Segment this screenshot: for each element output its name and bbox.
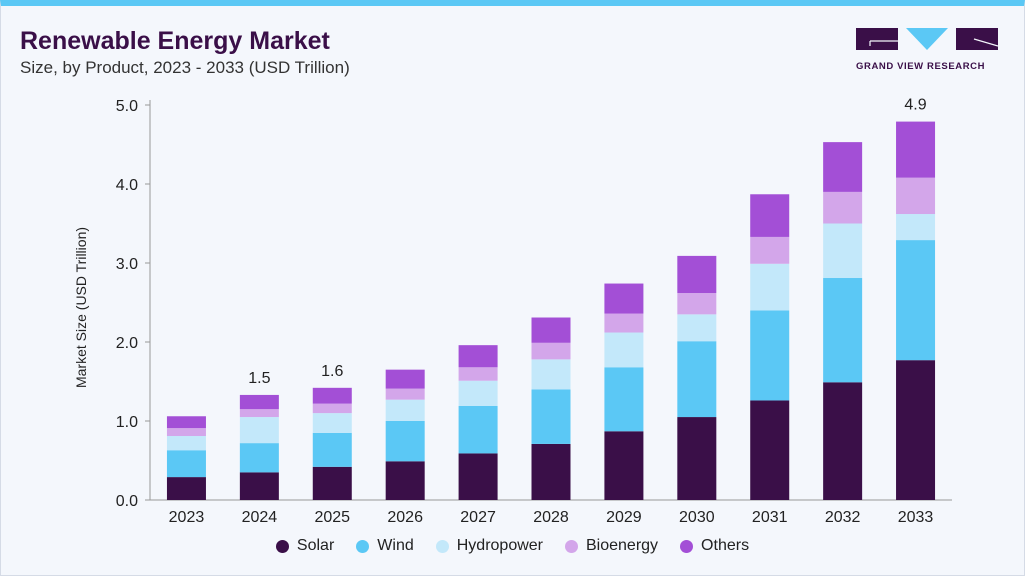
logo-mark-icon [856,28,999,50]
bar-segment-bioenergy-2030 [677,293,717,315]
chart-title: Renewable Energy Market [20,27,330,55]
x-tick-label: 2031 [752,509,788,526]
bar-segment-hydropower-2033 [896,214,936,241]
legend-swatch-icon [435,539,449,553]
bar-segment-solar-2026 [385,461,425,500]
y-tick-label: 4.0 [116,177,138,194]
bar-segment-solar-2033 [896,360,936,500]
bar-segment-wind-2031 [750,310,790,401]
legend-swatch-icon [275,539,289,553]
bar-segment-hydropower-2026 [385,399,425,421]
x-tick-label: 2024 [242,509,278,526]
bar-segment-hydropower-2024 [239,417,279,444]
x-tick-label: 2023 [169,509,205,526]
bar-segment-solar-2023 [166,477,206,500]
bar-segment-wind-2029 [604,367,644,432]
bar-segment-bioenergy-2028 [531,342,571,360]
bar-segment-solar-2029 [604,431,644,500]
bar-segment-wind-2027 [458,405,498,454]
legend-label: Wind [377,537,414,554]
legend-item-others: Others [680,537,749,555]
bar-segment-bioenergy-2024 [239,409,279,418]
bar-segment-others-2024 [239,394,279,410]
bar-segment-solar-2028 [531,443,571,500]
bar-segment-hydropower-2032 [823,223,863,279]
y-tick-label: 3.0 [116,256,138,273]
bar-segment-solar-2031 [750,400,790,500]
bar-segment-others-2029 [604,283,644,314]
legend-label: Others [701,537,750,554]
legend-item-hydropower: Hydropower [435,537,543,555]
bar-segment-bioenergy-2023 [166,428,206,437]
bar-segment-others-2031 [750,194,790,237]
legend-item-solar: Solar [275,537,335,555]
x-tick-label: 2027 [460,509,496,526]
legend-label: Solar [296,537,335,554]
grand-view-research-logo: GRAND VIEW RESEARCH [856,28,999,72]
bar-segment-wind-2025 [312,432,352,467]
bar-segment-wind-2030 [677,341,717,418]
legend-label: Hydropower [456,537,543,554]
bar-segment-solar-2030 [677,417,717,500]
legend-item-wind: Wind [356,537,414,555]
bar-segment-bioenergy-2032 [823,191,863,224]
bar-segment-wind-2033 [896,240,936,361]
legend-swatch-icon [565,539,578,553]
x-tick-label: 2028 [533,509,569,526]
bar-segment-others-2027 [458,345,498,368]
legend-item-bioenergy: Bioenergy [565,537,658,555]
bar-segment-wind-2024 [239,443,279,473]
bar-segment-wind-2023 [166,450,206,478]
y-tick-label: 1.0 [116,414,138,431]
bar-segment-wind-2032 [823,278,863,383]
bar-segment-solar-2025 [312,466,352,500]
legend: Solar Wind Hydropower Bioenergy Others [0,537,1025,555]
data-label-2025: 1.6 [321,363,343,380]
legend-swatch-icon [680,539,694,553]
y-tick-label: 2.0 [116,335,138,352]
bar-segment-bioenergy-2031 [750,236,790,264]
bar-segment-hydropower-2030 [677,314,717,342]
y-tick-label: 5.0 [116,98,138,115]
bar-segment-solar-2024 [239,472,279,500]
x-tick-label: 2026 [387,509,423,526]
bar-segment-solar-2027 [458,453,498,500]
bar-segment-solar-2032 [823,382,863,500]
bar-segment-hydropower-2029 [604,332,644,368]
x-tick-label: 2033 [898,509,934,526]
bar-segment-wind-2028 [531,389,571,444]
bar-segment-others-2023 [166,416,206,429]
legend-swatch-icon [356,539,370,553]
bar-segment-wind-2026 [385,421,425,462]
bar-segment-bioenergy-2025 [312,403,352,414]
y-tick-label: 0.0 [116,493,138,510]
bar-segment-others-2025 [312,387,352,404]
bar-segment-others-2033 [896,121,936,178]
y-axis-title: Market Size (USD Trillion) [73,227,89,388]
bar-segment-bioenergy-2026 [385,388,425,400]
data-label-2033: 4.9 [904,97,926,114]
bar-segment-hydropower-2025 [312,413,352,433]
data-label-2024: 1.5 [248,370,270,387]
bar-segment-hydropower-2023 [166,436,206,451]
bar-segment-others-2030 [677,255,717,294]
x-tick-label: 2030 [679,509,715,526]
bar-segment-bioenergy-2029 [604,313,644,333]
bar-segment-others-2028 [531,317,571,343]
x-tick-label: 2025 [314,509,350,526]
bar-segment-hydropower-2027 [458,380,498,406]
x-tick-label: 2029 [606,509,642,526]
bar-segment-bioenergy-2027 [458,367,498,381]
bar-segment-others-2026 [385,369,425,389]
logo-text: GRAND VIEW RESEARCH [856,61,986,72]
bar-segment-others-2032 [823,142,863,192]
bar-segment-hydropower-2028 [531,359,571,390]
legend-label: Bioenergy [586,537,659,554]
x-tick-label: 2032 [825,509,861,526]
bar-segment-hydropower-2031 [750,263,790,311]
bar-segment-bioenergy-2033 [896,177,936,215]
chart-subtitle: Size, by Product, 2023 - 2033 (USD Trill… [20,58,350,77]
